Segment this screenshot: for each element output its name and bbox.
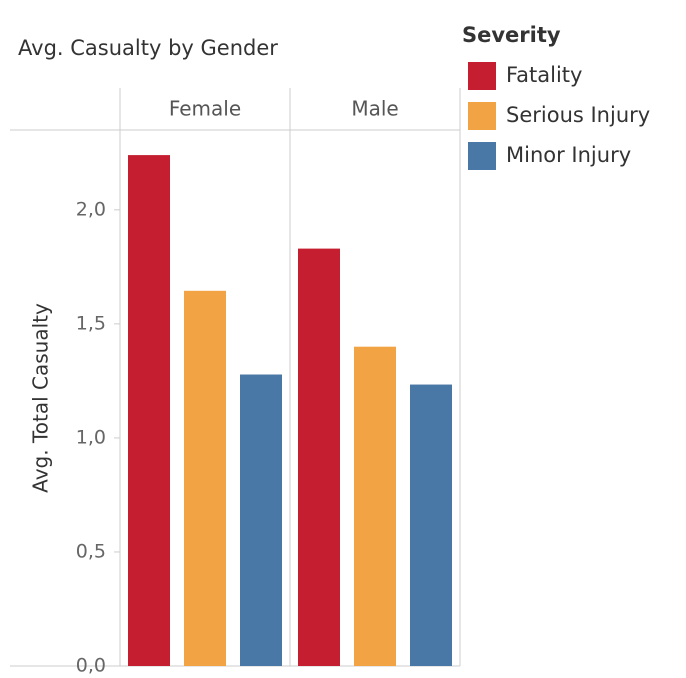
y-tick-label: 1,0 (76, 426, 106, 448)
y-axis-label: Avg. Total Casualty (29, 303, 53, 493)
legend-swatch (468, 102, 496, 130)
bar (128, 155, 170, 666)
y-tick-label: 2,0 (76, 198, 106, 220)
legend-label: Fatality (506, 63, 582, 87)
bar (354, 346, 396, 666)
chart-title: Avg. Casualty by Gender (18, 36, 278, 60)
legend-swatch (468, 62, 496, 90)
bar (298, 248, 340, 666)
legend-label: Minor Injury (506, 143, 631, 167)
legend-swatch (468, 142, 496, 170)
legend-label: Serious Injury (506, 103, 650, 127)
bar (184, 290, 226, 666)
y-tick-label: 1,5 (76, 312, 106, 334)
column-header: Female (169, 97, 241, 121)
bar (240, 374, 282, 666)
y-tick-label: 0,5 (76, 540, 106, 562)
y-tick-label: 0,0 (76, 655, 106, 677)
column-header: Male (351, 97, 398, 121)
legend-title: Severity (462, 23, 561, 47)
bar (410, 384, 452, 666)
